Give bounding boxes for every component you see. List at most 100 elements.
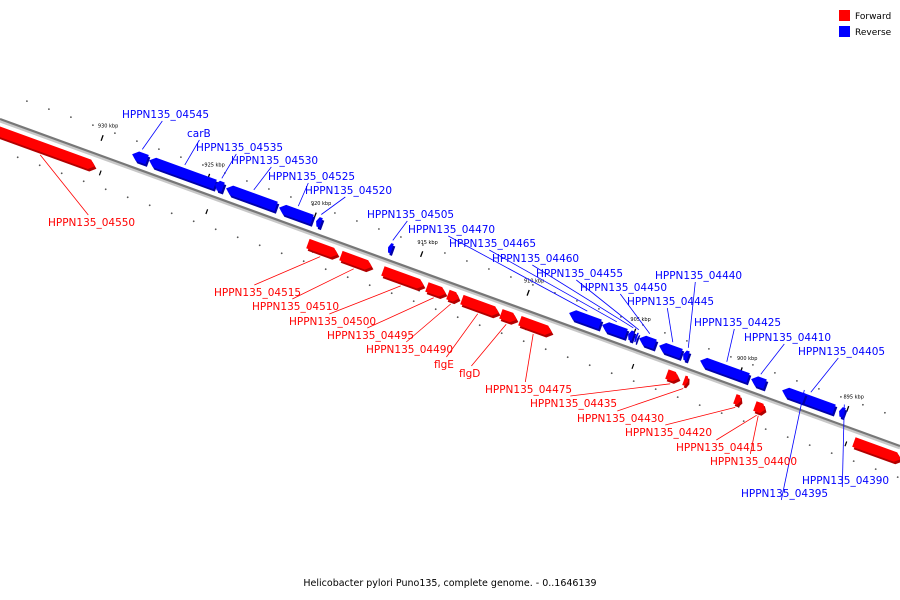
guide-dot — [566, 356, 569, 359]
gene-arrow — [149, 157, 217, 190]
guide-dot — [268, 188, 270, 190]
guide-dot — [532, 284, 534, 286]
label-leader — [253, 166, 272, 191]
minor-tick — [98, 170, 102, 176]
gene-HPPN135_04425 — [700, 357, 752, 386]
gene-label: HPPN135_04510 — [252, 301, 339, 313]
gene-label: HPPN135_04515 — [214, 287, 301, 299]
guide-dot — [38, 164, 41, 167]
guide-dot — [510, 276, 512, 278]
minor-tick — [844, 441, 848, 447]
gene-label: HPPN135_04430 — [577, 413, 664, 425]
gene-HPPN135_04475 — [518, 316, 554, 338]
guide-dot — [862, 403, 864, 406]
gene-arrow-shadow — [635, 335, 641, 345]
label-leader — [570, 383, 671, 397]
gene-label: HPPN135_04395 — [741, 488, 828, 500]
gene-label: HPPN135_04530 — [231, 155, 318, 167]
gene-arrow — [446, 289, 459, 302]
guide-dot — [676, 396, 679, 398]
guide-dot — [158, 148, 160, 151]
guide-dot — [70, 116, 72, 118]
guide-dot — [258, 244, 261, 247]
gene-HPPN135_04455 — [634, 332, 641, 345]
label-leader — [39, 154, 89, 216]
guide-dot — [456, 316, 459, 319]
guide-dot — [764, 428, 767, 430]
guide-dot — [334, 212, 336, 214]
guide-dot — [434, 308, 437, 311]
legend-forward-swatch — [839, 10, 850, 21]
gene-HPPN135_04505 — [388, 243, 396, 256]
guide-dot — [356, 220, 358, 222]
gene-HPPN135_04390 — [839, 407, 848, 421]
gene-arrow — [682, 375, 688, 386]
guide-dot — [114, 132, 116, 135]
gene-HPPN135_04470 — [569, 310, 604, 332]
guide-dot — [346, 276, 349, 279]
gene-HPPN135_04550 — [0, 126, 97, 172]
legend: Forward Reverse — [839, 10, 892, 38]
gene-label: HPPN135_04415 — [676, 442, 763, 454]
label-leader — [292, 268, 354, 300]
strand-guide-dots — [16, 100, 899, 478]
gene-HPPN135_04530 — [226, 185, 280, 214]
gene-label: HPPN135_04550 — [48, 217, 135, 229]
gene-HPPN135_04430 — [682, 375, 690, 389]
gene-arrow — [518, 316, 552, 335]
guide-dot — [136, 140, 138, 143]
gene-label: HPPN135_04545 — [122, 109, 209, 121]
gene-arrow — [634, 332, 639, 343]
guide-dot — [708, 348, 710, 350]
gene-carB — [149, 157, 219, 192]
guide-dot — [280, 252, 283, 255]
guide-dot — [290, 196, 292, 198]
guide-dot — [774, 372, 776, 374]
gene-HPPN135_04495 — [425, 282, 448, 299]
gene-label: HPPN135_04500 — [289, 316, 376, 328]
label-leader — [524, 333, 534, 383]
gene-label: flgE — [434, 359, 454, 371]
legend-reverse-label: Reverse — [855, 28, 892, 38]
guide-dot — [400, 236, 402, 238]
gene-label: HPPN135_04440 — [655, 270, 742, 282]
gene-HPPN135_04405 — [782, 387, 838, 417]
label-leader — [780, 389, 805, 501]
guide-dot — [620, 316, 622, 318]
gene-HPPN135_04490 — [446, 289, 461, 305]
gene-label: HPPN135_04450 — [580, 282, 667, 294]
gene-label: HPPN135_04520 — [305, 185, 392, 197]
guide-dot — [82, 180, 85, 183]
label-leader — [254, 256, 321, 286]
guide-dot — [808, 444, 811, 446]
label-leader — [321, 196, 346, 215]
guide-dot — [852, 460, 855, 462]
genome-caption: Helicobacter pylori Puno135, complete ge… — [303, 578, 597, 589]
guide-dot — [698, 404, 701, 406]
guide-dot — [730, 356, 732, 358]
gene-arrow — [279, 204, 314, 225]
guide-dot — [312, 204, 314, 206]
gene-label: HPPN135_04535 — [196, 142, 283, 154]
minor-tick — [631, 363, 635, 370]
label-leader — [532, 264, 634, 329]
gene-HPPN135_04535 — [215, 180, 227, 195]
label-leader — [665, 407, 736, 426]
label-leader — [406, 303, 451, 343]
gene-HPPN135_04435 — [665, 369, 681, 384]
guide-dot — [796, 380, 798, 382]
guide-dot — [368, 284, 371, 287]
scale-ticks: 930 kbp 925 kbp 920 kbp 915 kbp 910 kbp 905 k… — [98, 124, 864, 447]
gene-arrow — [316, 217, 323, 228]
label-leader — [666, 307, 674, 343]
guide-dot — [664, 332, 666, 334]
backbone-line — [0, 117, 900, 448]
legend-forward-label: Forward — [855, 12, 891, 22]
guide-dot — [478, 324, 481, 327]
gene-label: HPPN135_04390 — [802, 475, 889, 487]
backbone-shadow — [0, 119, 900, 450]
label-leader — [619, 293, 651, 335]
gene-arrow — [639, 335, 657, 349]
gene-arrow — [226, 185, 278, 212]
gene-arrow — [499, 309, 517, 323]
